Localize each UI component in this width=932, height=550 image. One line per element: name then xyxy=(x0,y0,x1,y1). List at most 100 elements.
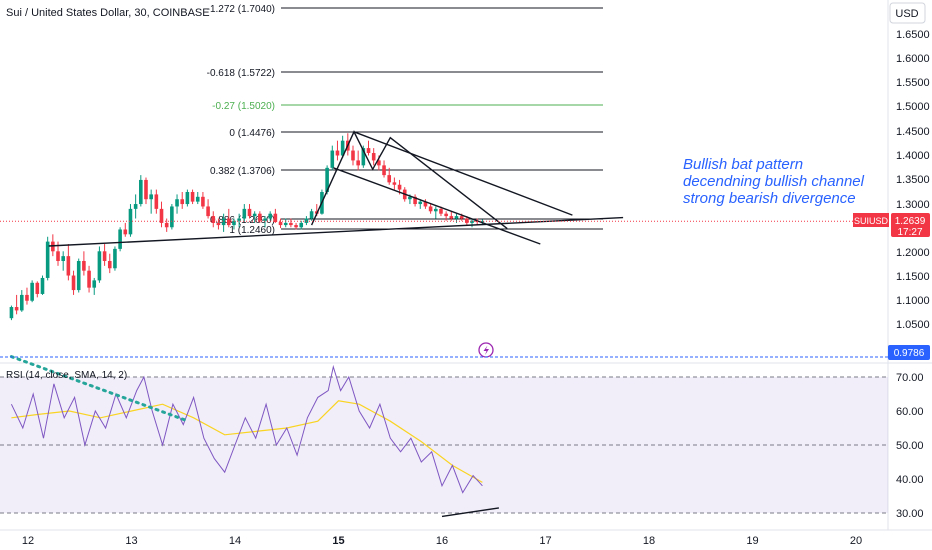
time-tick-label: 20 xyxy=(850,535,862,547)
last-price-symbol: SUIUSD xyxy=(854,216,889,226)
candle-body xyxy=(278,222,283,226)
candle-body xyxy=(9,307,14,319)
candle-body xyxy=(428,206,433,212)
candle-body xyxy=(25,294,29,301)
candle-body xyxy=(14,307,19,311)
candle-body xyxy=(139,179,143,205)
time-tick-label: 12 xyxy=(22,535,34,547)
candle-body xyxy=(247,208,252,217)
candle-body xyxy=(87,270,91,288)
drawings-layer[interactable] xyxy=(48,130,624,247)
price-tick-label: 1.5000 xyxy=(896,101,930,113)
annotation-line-2: decendning bullish channel xyxy=(683,173,865,190)
candle-body xyxy=(201,196,205,207)
candle-body xyxy=(289,222,293,226)
grid-layer xyxy=(0,0,932,531)
candle-body xyxy=(433,208,438,212)
candle-body xyxy=(149,194,153,200)
time-tick-label: 15 xyxy=(332,535,344,547)
price-tick-label: 1.6500 xyxy=(896,29,930,41)
price-tick-label: 1.0500 xyxy=(896,319,930,331)
price-tick-label: 1.2000 xyxy=(896,247,930,259)
rsi-sma-line xyxy=(11,400,483,483)
rsi-dotted-trendline[interactable] xyxy=(9,355,190,423)
rsi-divergence-line[interactable] xyxy=(441,507,500,518)
candle-body xyxy=(118,229,122,249)
rsi-tick-label: 50.00 xyxy=(896,440,924,452)
candle-body xyxy=(206,206,210,217)
annotation-line-1: Bullish bat pattern xyxy=(683,156,803,173)
time-tick-label: 17 xyxy=(539,535,551,547)
candle-body xyxy=(470,220,474,223)
fibonacci-retracement[interactable]: -1.272 (1.7040) -0.618 (1.5722) -0.27 (1.5… xyxy=(207,4,603,236)
candle-body xyxy=(444,213,448,217)
price-tick-label: 1.6000 xyxy=(896,53,930,65)
channel-upper-line[interactable] xyxy=(353,131,573,216)
bat-pattern-path[interactable] xyxy=(310,130,508,230)
alert-price-text: 0.9786 xyxy=(894,348,925,359)
annotation-note[interactable]: Bullish bat pattern decendning bullish c… xyxy=(683,156,865,207)
currency-button[interactable]: USD xyxy=(889,2,926,24)
candle-body xyxy=(128,208,133,235)
candle-body xyxy=(351,150,355,161)
candle-body xyxy=(190,191,195,202)
candle-body xyxy=(56,251,60,261)
alert-icon[interactable] xyxy=(478,342,494,358)
price-tick-label: 1.4500 xyxy=(896,126,930,138)
candle-body xyxy=(35,282,40,294)
fib-level-label: 0 (1.4476) xyxy=(229,128,275,139)
axes-layer: 1.6500 1.6000 1.5500 1.5000 1.4500 1.4000 1.35… xyxy=(22,29,930,547)
candle-body xyxy=(335,150,340,156)
candle-body xyxy=(45,241,50,278)
rsi-tick-label: 70.00 xyxy=(896,372,924,384)
candle-body xyxy=(66,256,71,276)
candle-body xyxy=(226,218,231,226)
candle-body xyxy=(164,222,169,228)
candle-body xyxy=(185,191,190,205)
price-tick-label: 1.3000 xyxy=(896,199,930,211)
support-trendline[interactable] xyxy=(48,216,624,247)
alert-price-label: 0.9786 xyxy=(888,345,930,360)
candle-body xyxy=(449,216,454,219)
candle-body xyxy=(283,222,288,226)
rsi-legend[interactable]: RSI (14, close, SMA, 14, 2) xyxy=(6,370,127,381)
candle-body xyxy=(273,213,278,223)
channel-lower-line[interactable] xyxy=(333,167,541,245)
candle-body xyxy=(19,294,24,311)
time-tick-label: 13 xyxy=(125,535,137,547)
candle-body xyxy=(40,277,45,294)
candle-body xyxy=(304,218,309,223)
time-tick-label: 16 xyxy=(436,535,448,547)
candle-body xyxy=(371,153,376,161)
candle-body xyxy=(175,199,179,207)
candle-body xyxy=(30,282,34,301)
rsi-tick-label: 40.00 xyxy=(896,474,924,486)
bar-countdown: 17:27 xyxy=(897,227,922,238)
candle-body xyxy=(242,208,247,219)
candle-body xyxy=(392,182,397,185)
candle-body xyxy=(309,211,314,219)
candle-body xyxy=(97,251,102,281)
fib-level-label: 1 (1.2460) xyxy=(229,225,275,236)
time-tick-label: 19 xyxy=(746,535,758,547)
candle-body xyxy=(170,206,174,228)
candle-body xyxy=(459,216,464,219)
time-tick-label: 18 xyxy=(643,535,655,547)
rsi-tick-label: 30.00 xyxy=(896,508,924,520)
candle-body xyxy=(61,256,65,261)
time-tick-label: 14 xyxy=(229,535,241,547)
candle-body xyxy=(299,222,304,228)
candle-body xyxy=(356,160,360,166)
fib-level-label: -0.27 (1.5020) xyxy=(212,101,275,112)
price-tick-label: 1.1000 xyxy=(896,295,930,307)
currency-button-frame xyxy=(889,2,926,24)
price-tick-label: 1.5500 xyxy=(896,77,930,89)
fib-level-label: 0.886 (1.2690) xyxy=(210,215,275,226)
candle-body xyxy=(133,204,138,209)
candle-body xyxy=(268,213,272,219)
candle-body xyxy=(102,251,107,261)
rsi-pane[interactable] xyxy=(0,355,888,518)
candle-body xyxy=(195,196,200,202)
candle-body xyxy=(76,260,81,291)
